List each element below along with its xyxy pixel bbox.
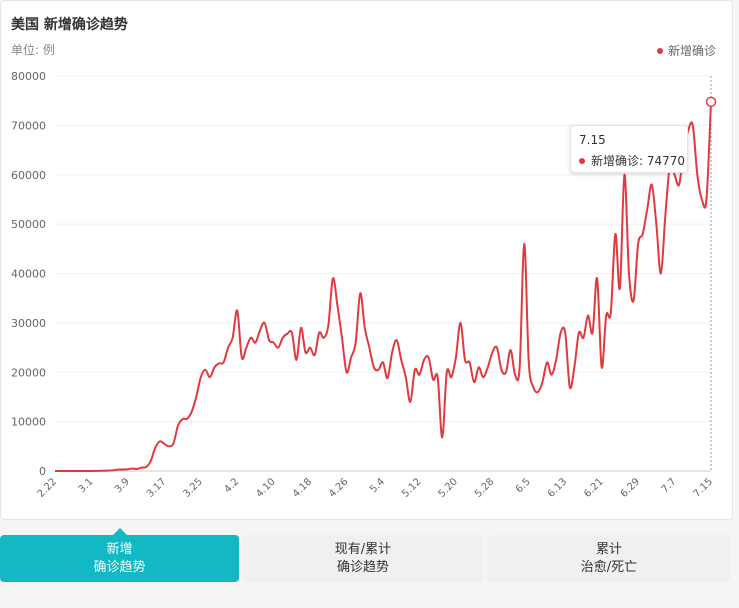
x-tick-label: 4.2 [222, 476, 241, 495]
x-tick-label: 5.28 [473, 476, 497, 500]
highlight-point [705, 96, 717, 108]
unit-label: 单位: 例 [11, 43, 55, 57]
tab-cumulative-recovered-deaths[interactable]: 累计 治愈/死亡 [487, 535, 731, 582]
tooltip-date: 7.15 [579, 133, 606, 147]
tooltip-marker-icon [579, 157, 585, 164]
y-tick-label: 0 [39, 465, 46, 478]
x-tick-label: 6.13 [546, 476, 570, 500]
x-tick-label: 3.25 [181, 476, 205, 500]
tooltip-separator: : [639, 153, 647, 168]
tab-label-line2: 确诊趋势 [336, 559, 389, 575]
x-tick-label: 4.18 [291, 476, 315, 500]
x-tick-label: 6.29 [619, 476, 643, 500]
legend-label: 新增确诊 [667, 44, 716, 58]
x-tick-label: 6.5 [514, 476, 533, 495]
x-tick-label: 5.12 [400, 476, 424, 500]
x-tick-label: 5.20 [436, 476, 460, 500]
x-tick-label: 7.15 [692, 476, 716, 500]
tab-label-line2: 治愈/死亡 [580, 559, 638, 575]
chart-series [55, 76, 717, 473]
y-tick-label: 10000 [11, 416, 46, 429]
x-tick-label: 3.1 [77, 476, 96, 495]
y-tick-label: 30000 [11, 317, 46, 330]
tab-label-line1: 新增 [106, 541, 133, 557]
chart-legend[interactable]: 新增确诊 [656, 42, 716, 59]
y-tick-label: 70000 [11, 119, 46, 132]
chart-card: 美国 新增确诊趋势 单位: 例 新增确诊 [0, 0, 733, 520]
x-tick-label: 5.4 [368, 476, 387, 495]
tooltip-value: 74770 [646, 153, 686, 168]
x-tick-label: 7.7 [660, 476, 679, 495]
x-tick-label: 6.21 [582, 476, 606, 500]
tooltip-row: 新增确诊 : 74770 [579, 152, 685, 169]
tab-current-cumulative-trend[interactable]: 现有/累计 确诊趋势 [243, 535, 483, 582]
tab-label-line2: 确诊趋势 [93, 559, 146, 575]
x-tick-label: 3.9 [113, 476, 132, 495]
tab-label-line1: 累计 [595, 541, 622, 557]
y-tick-label: 40000 [11, 268, 46, 281]
tooltip-label: 新增确诊 [591, 154, 640, 168]
x-tick-label: 4.26 [327, 476, 351, 500]
y-axis: 0 10000 20000 30000 40000 50000 60000 70000 8000… [11, 70, 46, 478]
y-tick-label: 20000 [11, 366, 46, 379]
chart-tooltip: 7.15 新增确诊 : 74770 [570, 125, 688, 173]
legend-marker-icon [656, 47, 663, 54]
x-tick-label: 3.17 [145, 476, 169, 500]
y-tick-label: 80000 [11, 70, 46, 83]
active-tab-pointer-icon [113, 528, 127, 535]
series-line [55, 101, 712, 473]
y-tick-label: 50000 [11, 218, 46, 231]
tab-new-confirmed-trend[interactable]: 新增 确诊趋势 [0, 535, 239, 582]
tab-label-line1: 现有/累计 [334, 541, 392, 557]
x-tick-label: 2.22 [36, 476, 60, 500]
chart-title: 美国 新增确诊趋势 [11, 17, 128, 33]
x-axis: 2.22 3.1 3.9 3.17 3.25 4.2 4.10 4.18 4.26 5.4 5.12… [36, 476, 716, 500]
chart-tabs: 新增 确诊趋势 现有/累计 确诊趋势 累计 治愈/死亡 [0, 535, 731, 582]
x-tick-label: 4.10 [254, 476, 278, 500]
line-chart[interactable]: 0 10000 20000 30000 40000 50000 60000 70000 8000… [0, 0, 739, 520]
y-tick-label: 60000 [11, 169, 46, 182]
